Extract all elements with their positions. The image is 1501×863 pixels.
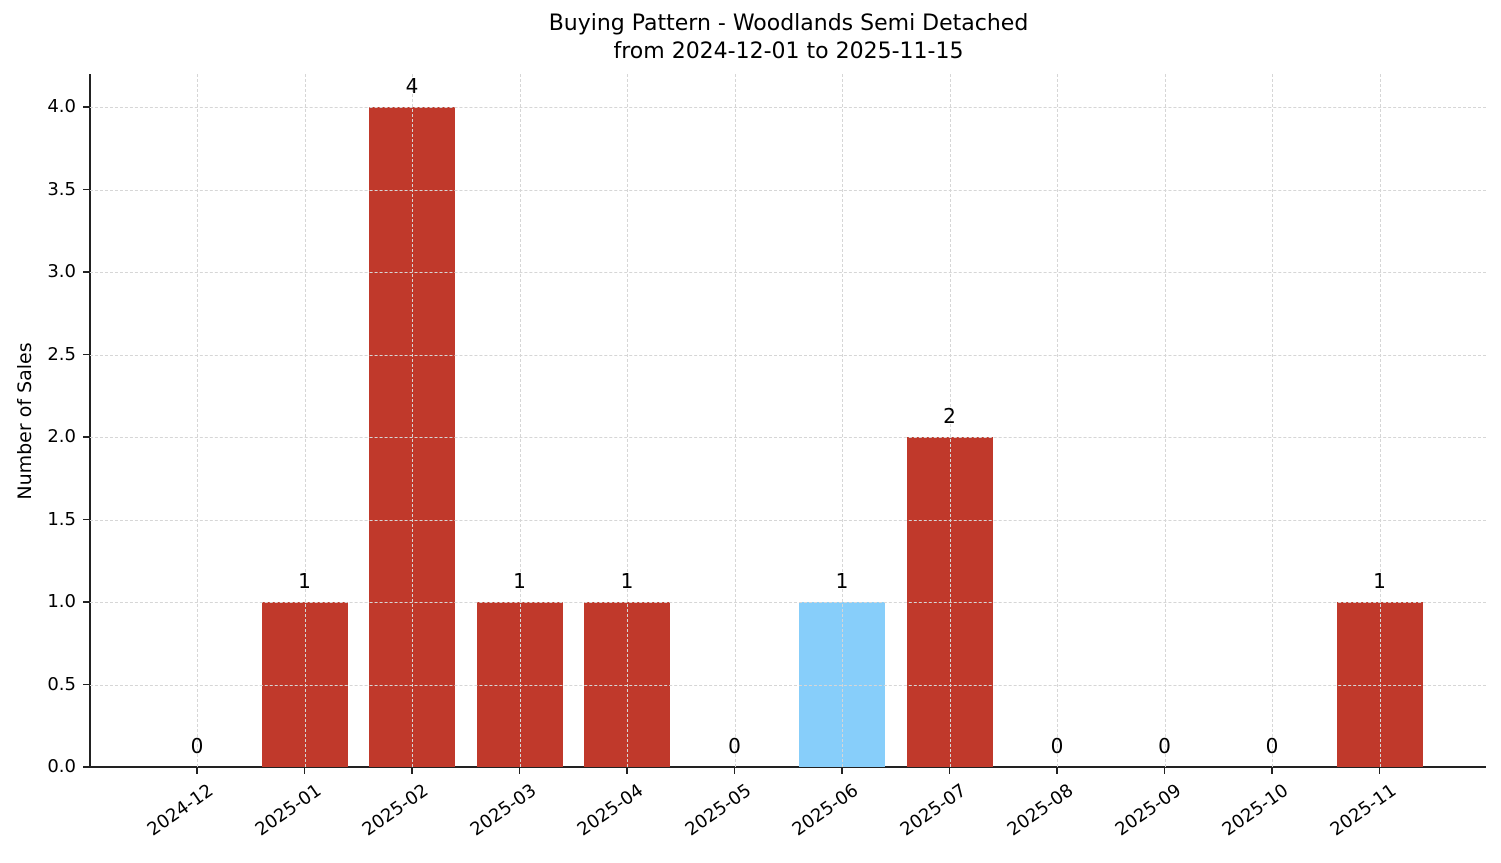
- chart-title: Buying Pattern - Woodlands Semi Detached…: [0, 10, 1501, 66]
- grid-line-horizontal: [90, 684, 1486, 686]
- x-tick: [1056, 767, 1058, 774]
- bar-value-label: 0: [1158, 734, 1171, 758]
- x-tick: [196, 767, 198, 774]
- grid-line-horizontal: [90, 519, 1486, 521]
- y-tick-label: 2.0: [47, 426, 76, 447]
- x-tick: [948, 767, 951, 774]
- grid-line-vertical: [197, 74, 198, 767]
- grid-line-horizontal: [90, 189, 1486, 191]
- bar-value-label: 1: [835, 569, 849, 593]
- grid-line-vertical: [734, 74, 736, 767]
- x-axis-spine: [89, 766, 1486, 768]
- grid-line-vertical: [627, 74, 628, 767]
- x-tick: [1378, 767, 1381, 774]
- x-tick-label: 2025-10: [1218, 780, 1293, 841]
- x-tick-label: 2025-01: [251, 780, 325, 841]
- bar-value-label: 1: [298, 569, 311, 593]
- grid-line-horizontal: [90, 107, 1486, 108]
- bar-value-label: 2: [943, 404, 956, 428]
- x-tick: [841, 767, 843, 774]
- y-tick: [83, 601, 90, 603]
- bar-value-label: 0: [728, 734, 741, 758]
- y-tick: [83, 188, 90, 191]
- chart-subtitle: from 2024-12-01 to 2025-11-15: [613, 39, 964, 64]
- grid-line-vertical: [949, 74, 951, 767]
- grid-line-vertical: [1057, 74, 1058, 767]
- grid-line-vertical: [1379, 74, 1381, 767]
- y-tick-label: 3.0: [47, 261, 76, 282]
- grid-line-horizontal: [90, 602, 1486, 603]
- bar-value-label: 0: [1050, 734, 1064, 758]
- y-tick: [83, 683, 90, 686]
- grid-line-vertical: [304, 74, 306, 767]
- chart-title-line1: Buying Pattern - Woodlands Semi Detached: [548, 11, 1029, 36]
- grid-line-horizontal: [90, 272, 1486, 273]
- y-tick: [83, 353, 90, 356]
- y-tick-label: 0.0: [47, 756, 76, 777]
- x-tick-label: 2025-03: [466, 780, 540, 841]
- grid-line-vertical: [842, 74, 843, 767]
- y-tick-label: 1.5: [47, 508, 76, 530]
- bar-value-label: 4: [405, 74, 419, 98]
- x-tick: [303, 767, 306, 774]
- y-tick: [83, 518, 90, 521]
- bar-value-label: 1: [513, 569, 526, 593]
- grid-line-horizontal: [90, 437, 1486, 438]
- bar-value-label: 0: [1265, 734, 1279, 758]
- x-tick-label: 2025-07: [896, 780, 970, 841]
- y-axis-label: Number of Sales: [14, 342, 36, 500]
- x-tick-label: 2025-09: [1111, 780, 1185, 841]
- x-tick-label: 2024-12: [143, 780, 218, 841]
- y-tick: [83, 766, 90, 768]
- bar-value-label: 1: [620, 569, 634, 593]
- x-tick-label: 2025-11: [1326, 780, 1400, 841]
- x-tick-label: 2025-05: [681, 780, 755, 841]
- y-tick-label: 2.5: [47, 343, 76, 365]
- grid-line-horizontal: [90, 354, 1486, 356]
- bar-value-label: 1: [1373, 569, 1386, 593]
- x-tick: [626, 767, 628, 774]
- x-tick-label: 2025-06: [788, 780, 863, 841]
- x-tick: [518, 767, 521, 774]
- x-tick-label: 2025-04: [573, 780, 648, 841]
- x-tick: [1271, 767, 1273, 774]
- y-tick-label: 3.5: [47, 178, 76, 200]
- grid-line-vertical: [519, 74, 521, 767]
- x-tick: [733, 767, 736, 774]
- y-axis-spine: [89, 74, 91, 768]
- grid-line-vertical: [1164, 74, 1166, 767]
- grid-line-vertical: [412, 74, 413, 767]
- plot-area: 0 1 4 1 1 0 1 2 0 0 0 1: [90, 74, 1486, 767]
- y-tick-label: 0.5: [47, 673, 76, 695]
- x-tick: [411, 767, 413, 774]
- y-tick: [83, 271, 90, 273]
- y-tick: [83, 436, 90, 438]
- grid-line-vertical: [1272, 74, 1273, 767]
- x-tick-label: 2025-08: [1003, 780, 1078, 841]
- y-tick-label: 4.0: [47, 96, 76, 117]
- x-tick-label: 2025-02: [358, 780, 433, 841]
- y-tick: [83, 106, 90, 108]
- y-tick-label: 1.0: [47, 591, 76, 612]
- bar-value-label: 0: [190, 734, 204, 758]
- x-tick: [1163, 767, 1166, 774]
